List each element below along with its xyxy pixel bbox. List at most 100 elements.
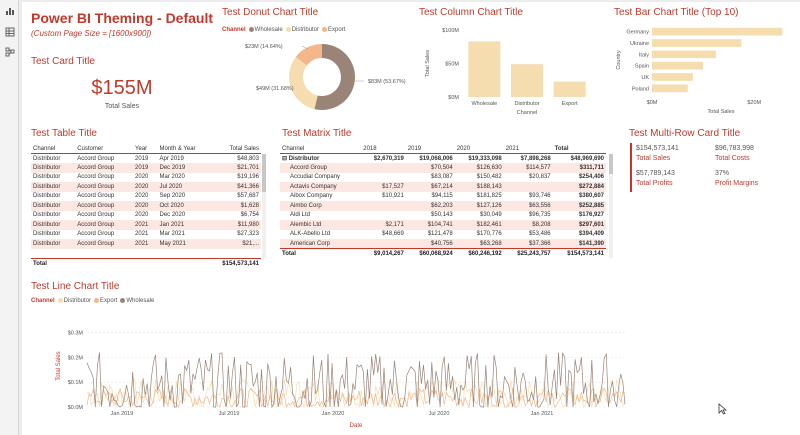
data-view-icon[interactable] bbox=[5, 27, 15, 37]
matrix-row[interactable]: Accudial Company $83,087 $150,482 $20,837 $2… bbox=[280, 173, 606, 183]
line-series-wholesale[interactable] bbox=[86, 351, 626, 409]
table-cell: Accord Group bbox=[75, 201, 134, 211]
line-chart[interactable]: $0.0M $0.1M $0.2M $0.3M Jan 2019 Jul 2019 Jan … bbox=[27, 307, 627, 432]
donut-slice-export[interactable] bbox=[295, 44, 322, 66]
table-cell: Dec 2019 bbox=[157, 163, 214, 173]
matrix-group-row[interactable]: ⊟ Distributor $2,670,319 $19,068,006 $19,33… bbox=[280, 154, 606, 164]
table-cell: Distributor bbox=[33, 212, 61, 219]
table-row[interactable]: Distributor Accord Group 2019 Apr 2019 $48,8… bbox=[31, 154, 261, 164]
table-row[interactable]: Distributor Accord Group 2019 Dec 2019 $21,7… bbox=[31, 163, 261, 173]
table-cell: Sep 2020 bbox=[159, 193, 186, 200]
matrix-total-cell: Total bbox=[280, 248, 362, 258]
donut-chart[interactable]: $83M (53.67%) $49M (31.68%) $23M (14.64%) bbox=[222, 37, 422, 122]
report-canvas: Power BI Theming - Default (Custom Page … bbox=[22, 2, 800, 435]
matrix-row[interactable]: Accord Group $70,504 $126,630 $114,577 $311,… bbox=[280, 163, 606, 173]
column-xtick-label: Wholesale bbox=[471, 101, 497, 107]
line-xtick-label: Jan 2020 bbox=[322, 411, 345, 417]
table-header-cell[interactable]: Total Sales bbox=[213, 144, 261, 154]
table-cell: $1,628 bbox=[213, 201, 261, 211]
collapse-icon[interactable]: ⊟ bbox=[282, 156, 289, 162]
table-row[interactable]: Distributor Accord Group 2020 Oct 2020 $1,62… bbox=[31, 201, 261, 211]
column-xtick-label: Distributor bbox=[514, 101, 539, 107]
table-cell: Distributor bbox=[33, 231, 61, 238]
table-scrollbar[interactable] bbox=[262, 154, 266, 258]
line-legend-distributor[interactable]: Distributor bbox=[57, 298, 91, 304]
matrix-cell: $176,927 bbox=[578, 212, 604, 219]
column-bar-export[interactable] bbox=[553, 81, 586, 97]
bar-category-label: Poland bbox=[632, 86, 649, 92]
matrix-cell: $30,049 bbox=[480, 212, 502, 219]
bar-germany[interactable] bbox=[652, 27, 783, 36]
bar-chart[interactable]: Germany Ukraine Italy Spain UK Poland $0M $20M T… bbox=[614, 22, 794, 120]
table-visual[interactable]: Channel Customer Year Month & Year Total Sal… bbox=[31, 144, 269, 272]
matrix-scrollbar[interactable] bbox=[609, 154, 613, 258]
table-header-cell[interactable]: Customer bbox=[75, 144, 134, 154]
matrix-cell: $17,527 bbox=[361, 182, 406, 192]
matrix-row[interactable]: Actavis Company $17,527 $67,214 $188,143 $27… bbox=[280, 182, 606, 192]
bar-uk[interactable] bbox=[652, 73, 693, 81]
column-bar-distributor[interactable] bbox=[511, 64, 543, 97]
line-legend-export[interactable]: Export bbox=[94, 298, 117, 304]
table-cell: Mar 2021 bbox=[159, 231, 185, 238]
matrix-row[interactable]: Aibox Company $10,921 $94,115 $181,825 $93,7… bbox=[280, 192, 606, 202]
matrix-cell: $141,390 bbox=[552, 239, 606, 249]
donut-legend-export[interactable]: Export bbox=[322, 27, 345, 33]
multirow-value-2: $96,783,998 bbox=[715, 145, 754, 152]
table-row[interactable]: Distributor Accord Group 2020 Jul 2020 $41,3… bbox=[31, 182, 261, 192]
table-cell: Distributor bbox=[31, 239, 76, 249]
table-cell: 2021 bbox=[133, 220, 158, 230]
matrix-header-cell[interactable]: Channel bbox=[280, 144, 362, 154]
matrix-row[interactable]: Aldi Ltd $50,143 $30,049 $96,735 $176,927 bbox=[280, 211, 606, 221]
table-cell: Distributor bbox=[33, 174, 61, 181]
bar-spain[interactable] bbox=[652, 61, 704, 70]
matrix-cell bbox=[361, 211, 406, 221]
table-row[interactable]: Distributor Accord Group 2020 Mar 2020 $19,1… bbox=[31, 173, 261, 183]
matrix-row[interactable]: ALK-Abello Ltd $48,669 $121,478 $170,776 $53… bbox=[280, 230, 606, 240]
table-cell: 2020 bbox=[133, 201, 158, 211]
table-row[interactable]: Distributor Accord Group 2021 May 2021 $21,.… bbox=[31, 239, 261, 249]
donut-legend-title: Channel bbox=[222, 27, 246, 34]
matrix-header-cell[interactable]: 2018 bbox=[361, 144, 406, 154]
line-x-axis-title: Date bbox=[350, 423, 363, 429]
matrix-row[interactable]: Alembic Ltd $2,171 $104,741 $182,461 $8,208 $… bbox=[280, 220, 606, 230]
donut-legend-wholesale[interactable]: Wholesale bbox=[248, 27, 283, 33]
line-legend-wholesale[interactable]: Wholesale bbox=[120, 298, 154, 304]
matrix-cell bbox=[503, 182, 553, 192]
matrix-cell: $63,556 bbox=[503, 201, 553, 211]
column-bar-wholesale[interactable] bbox=[468, 41, 501, 97]
table-cell: $41,366 bbox=[213, 182, 261, 192]
table-cell: Distributor bbox=[31, 163, 76, 173]
table-row[interactable]: Distributor Accord Group 2020 Dec 2020 $6,75… bbox=[31, 211, 261, 221]
matrix-header-cell[interactable]: 2020 bbox=[454, 144, 504, 154]
matrix-cell: $48,669 bbox=[382, 231, 404, 238]
table-header-cell[interactable]: Month & Year bbox=[157, 144, 214, 154]
column-chart[interactable]: $0M $50M $100M Wholesale Distributor Export Ch… bbox=[419, 20, 599, 120]
line-series-distributor[interactable] bbox=[86, 378, 626, 409]
report-view-icon[interactable] bbox=[5, 6, 15, 16]
table-row[interactable]: Distributor Accord Group 2021 Jan 2021 $11,9… bbox=[31, 220, 261, 230]
matrix-row[interactable]: American Corp $40,756 $63,268 $37,366 $141,3… bbox=[280, 239, 606, 249]
table-cell: 2020 bbox=[135, 212, 149, 219]
table-cell: May 2021 bbox=[157, 239, 214, 249]
donut-slice-wholesale[interactable] bbox=[314, 44, 355, 110]
model-view-icon[interactable] bbox=[5, 47, 15, 57]
donut-legend-distributor[interactable]: Distributor bbox=[285, 27, 319, 33]
matrix-row[interactable]: Aimbo Corp $62,203 $127,126 $63,556 $252,885 bbox=[280, 201, 606, 211]
table-header-cell[interactable]: Channel bbox=[31, 144, 76, 154]
table-row[interactable]: Distributor Accord Group 2020 Sep 2020 $57,6… bbox=[31, 192, 261, 202]
matrix-header-cell[interactable]: 2021 bbox=[503, 144, 553, 154]
donut-slice-distributor[interactable] bbox=[289, 57, 318, 110]
donut-leader-line bbox=[301, 45, 309, 50]
column-ytick-label: $100M bbox=[442, 28, 459, 34]
bar-ukraine[interactable] bbox=[652, 39, 742, 47]
table-cell: 2021 bbox=[135, 231, 149, 238]
matrix-visual[interactable]: Channel 2018 2019 2020 2021 Total ⊟ Distribut… bbox=[280, 144, 610, 272]
bar-poland[interactable] bbox=[652, 84, 688, 93]
matrix-cell: $19,068,006 bbox=[419, 155, 453, 162]
table-cell: Accord Group bbox=[77, 193, 115, 200]
bar-italy[interactable] bbox=[652, 50, 716, 59]
matrix-header-cell[interactable]: 2019 bbox=[405, 144, 455, 154]
table-row[interactable]: Distributor Accord Group 2021 Mar 2021 $27,3… bbox=[31, 230, 261, 240]
matrix-header-cell[interactable]: Total bbox=[552, 144, 606, 154]
table-header-cell[interactable]: Year bbox=[133, 144, 158, 154]
